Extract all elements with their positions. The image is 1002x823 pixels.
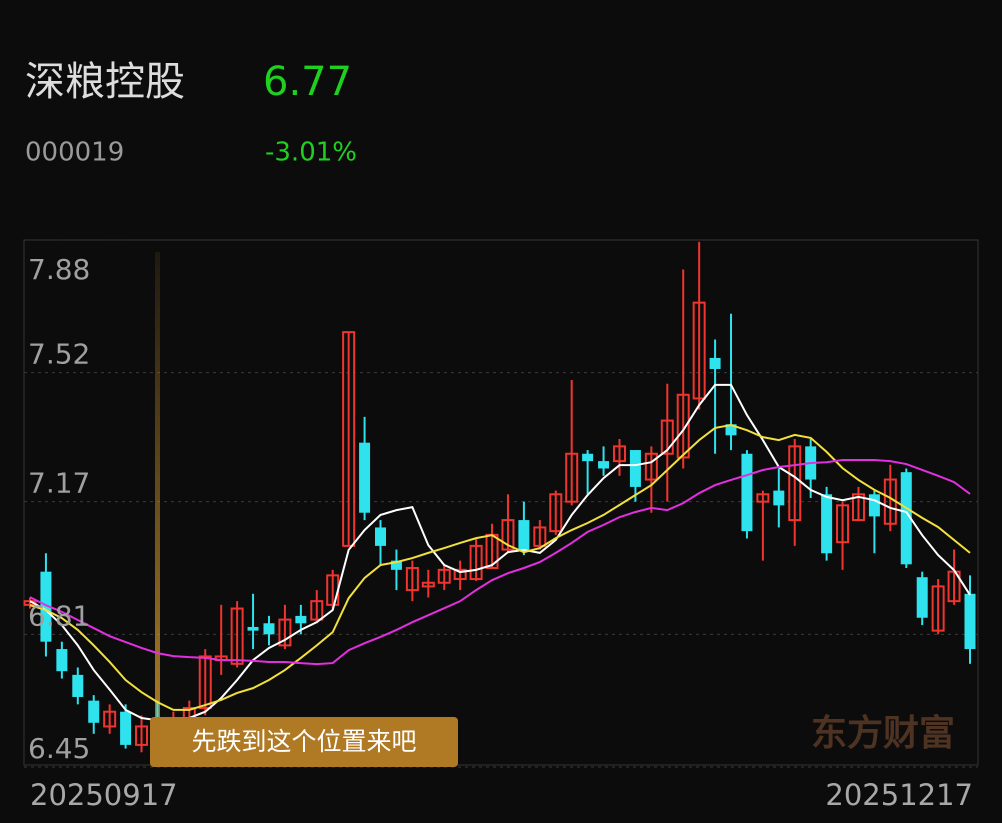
y-tick-label: 7.17 [28,467,90,500]
annotation-box [150,717,458,767]
labels: 7.88 7.52 7.17 6.81 6.45 20250917 20251217 [28,253,973,812]
candle-body [916,577,928,618]
grid [24,239,978,768]
candle-body [725,424,737,436]
x-tick-label: 20250917 [30,778,178,812]
y-tick-label: 6.81 [28,599,90,632]
candle-body [263,623,275,635]
candle-body [295,615,307,624]
y-tick-label: 7.52 [28,338,90,371]
candle-body [405,566,419,592]
candle-body [582,453,594,462]
candle-body [453,568,467,581]
stock-code: 000019 [25,138,124,168]
candle-body [964,593,976,650]
y-tick-label: 7.88 [28,253,90,286]
candle-body [900,472,912,565]
candle-body [773,490,785,506]
candle-body [565,452,579,503]
candle-body [612,445,626,463]
candle-body [247,626,259,631]
candle-body [660,419,674,455]
candle-body [375,527,387,546]
marker-line [155,252,160,765]
candle-body [709,357,721,369]
candle-body [501,519,515,551]
candle-body [103,710,117,728]
candle-body [821,494,833,554]
candle-body [644,452,658,481]
x-tick-label: 20251217 [825,778,973,812]
candle-body [88,700,100,723]
candle-body [230,607,244,665]
ma-line [29,423,971,711]
candle-body [56,649,68,672]
candle-body [788,445,802,522]
candle-body [135,725,149,746]
candle-body [692,301,706,400]
candle-body [518,520,530,550]
candle-body [629,450,641,487]
y-tick-label: 6.45 [28,732,90,765]
candle-body [421,581,435,588]
candle-body [931,585,945,632]
candle-body [676,393,690,459]
candle-body [390,560,402,570]
change-percent: -3.01% [265,138,357,168]
candle-body [868,494,880,517]
candle-body [359,442,371,513]
watermark: 东方财富 [811,712,955,754]
candle-body [533,526,547,547]
candle-body [549,493,563,533]
stock-name: 深粮控股 [25,59,185,105]
ma-line [29,459,971,666]
candle-body [836,504,850,544]
candle-body [851,493,865,522]
candle-body [72,674,84,697]
candle-body [437,568,451,584]
candle-body [40,571,52,642]
candle-body [598,461,610,469]
candle-body [342,331,356,547]
price: 6.77 [263,59,352,105]
candle-body [756,493,770,503]
candle-body [198,655,212,710]
candle-body [310,600,324,621]
candle-body [741,453,753,532]
candle-body [120,711,132,745]
candle-body [278,618,292,647]
annotation: 先跌到这个位置来吧 [191,727,416,756]
candle-body [469,544,483,581]
candles [23,241,976,766]
